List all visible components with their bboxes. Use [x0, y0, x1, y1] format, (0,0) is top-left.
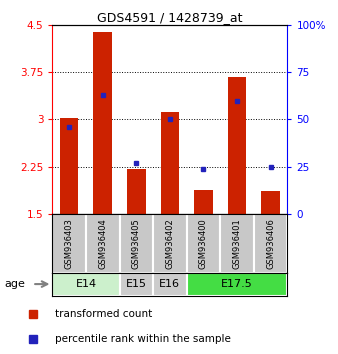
Title: GDS4591 / 1428739_at: GDS4591 / 1428739_at	[97, 11, 243, 24]
Text: transformed count: transformed count	[55, 309, 152, 320]
Bar	[220, 214, 254, 273]
Bar	[86, 214, 120, 273]
Text: E15: E15	[126, 279, 147, 289]
Text: GSM936400: GSM936400	[199, 218, 208, 269]
Bar	[153, 273, 187, 296]
Bar	[228, 76, 246, 214]
Bar	[52, 214, 86, 273]
Text: GSM936404: GSM936404	[98, 218, 107, 269]
Text: GSM936403: GSM936403	[65, 218, 74, 269]
Bar	[153, 214, 187, 273]
Bar	[194, 190, 213, 214]
Bar	[127, 169, 146, 214]
Bar	[161, 112, 179, 214]
Text: GSM936401: GSM936401	[233, 218, 241, 269]
Text: GSM936405: GSM936405	[132, 218, 141, 269]
Text: percentile rank within the sample: percentile rank within the sample	[55, 333, 231, 344]
Text: E17.5: E17.5	[221, 279, 253, 289]
Bar	[52, 273, 120, 296]
Bar	[60, 118, 78, 214]
Bar	[187, 273, 287, 296]
Text: GSM936402: GSM936402	[165, 218, 174, 269]
Text: E16: E16	[159, 279, 180, 289]
Bar	[261, 191, 280, 214]
Text: GSM936406: GSM936406	[266, 218, 275, 269]
Bar	[254, 214, 287, 273]
Bar	[94, 32, 112, 214]
Bar	[187, 214, 220, 273]
Bar	[120, 214, 153, 273]
Text: age: age	[4, 279, 25, 289]
Text: E14: E14	[75, 279, 97, 289]
Bar	[120, 273, 153, 296]
